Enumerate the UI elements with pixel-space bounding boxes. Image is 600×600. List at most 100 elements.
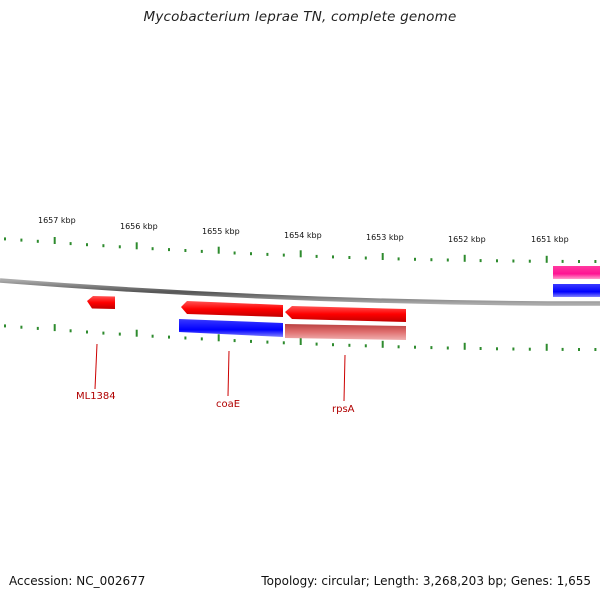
bottom-major-tick bbox=[381, 340, 384, 348]
tick-label-1654: 1654 kbp bbox=[284, 231, 322, 240]
tick-labels: 1657 kbp 1656 kbp 1655 kbp 1654 kbp 1653… bbox=[38, 216, 569, 244]
top-major-tick bbox=[299, 250, 302, 258]
top-minor-tick bbox=[446, 258, 449, 262]
tick-label-1655: 1655 kbp bbox=[202, 227, 240, 236]
tick-label-1652: 1652 kbp bbox=[448, 235, 486, 244]
top-minor-tick bbox=[36, 239, 39, 243]
top-minor-tick bbox=[332, 255, 334, 259]
tick-marks-bottom bbox=[4, 324, 597, 351]
bottom-minor-tick bbox=[151, 334, 154, 338]
top-minor-tick bbox=[578, 260, 580, 263]
top-minor-tick bbox=[118, 245, 121, 249]
bottom-minor-tick bbox=[118, 332, 121, 336]
leader-coae bbox=[227, 350, 230, 397]
bottom-minor-tick bbox=[364, 344, 367, 348]
map-title: Mycobacterium leprae TN, complete genome bbox=[143, 9, 457, 25]
top-minor-tick bbox=[20, 238, 23, 242]
bottom-major-tick bbox=[135, 329, 138, 337]
top-minor-tick bbox=[414, 257, 416, 261]
bottom-minor-tick bbox=[282, 341, 285, 345]
accession-text: Accession: NC_002677 bbox=[9, 574, 146, 588]
top-minor-tick bbox=[233, 251, 236, 255]
bottom-minor-tick bbox=[397, 345, 400, 349]
bottom-minor-tick bbox=[528, 347, 531, 351]
top-minor-tick bbox=[528, 259, 531, 263]
bottom-minor-tick bbox=[4, 324, 6, 328]
bottom-major-tick bbox=[545, 343, 548, 351]
bottom-minor-tick bbox=[561, 347, 564, 351]
feature-pink-right[interactable] bbox=[553, 266, 600, 279]
gene-coae[interactable] bbox=[181, 301, 283, 317]
tick-label-1656: 1656 kbp bbox=[120, 222, 158, 231]
top-minor-tick bbox=[151, 247, 154, 251]
top-minor-tick bbox=[496, 259, 498, 263]
tick-label-1653: 1653 kbp bbox=[366, 233, 404, 242]
gene-label-coae: coaE bbox=[216, 399, 240, 410]
bottom-minor-tick bbox=[348, 343, 351, 347]
top-minor-tick bbox=[479, 259, 482, 263]
gene-ml1384[interactable] bbox=[87, 296, 115, 309]
top-minor-tick bbox=[512, 259, 515, 263]
top-major-tick bbox=[53, 237, 56, 244]
bottom-minor-tick bbox=[578, 348, 580, 351]
bottom-major-tick bbox=[53, 324, 56, 332]
bottom-minor-tick bbox=[36, 326, 39, 330]
top-minor-tick bbox=[266, 252, 269, 256]
top-minor-tick bbox=[397, 257, 400, 261]
top-major-tick bbox=[217, 246, 220, 254]
bottom-minor-tick bbox=[69, 329, 72, 333]
top-major-tick bbox=[463, 254, 466, 262]
bottom-minor-tick bbox=[102, 331, 105, 335]
leader-rpsa bbox=[343, 354, 346, 402]
top-minor-tick bbox=[86, 243, 88, 247]
tick-label-1651: 1651 kbp bbox=[531, 235, 569, 244]
bottom-minor-tick bbox=[233, 339, 236, 343]
top-major-tick bbox=[135, 242, 138, 250]
bottom-major-tick bbox=[463, 342, 466, 350]
bottom-minor-tick bbox=[496, 347, 498, 351]
bottom-minor-tick bbox=[446, 346, 449, 350]
top-minor-tick bbox=[282, 253, 285, 257]
bottom-minor-tick bbox=[266, 340, 269, 344]
top-minor-tick bbox=[102, 244, 105, 248]
tick-label-1657: 1657 kbp bbox=[38, 216, 76, 225]
genome-summary-text: Topology: circular; Length: 3,268,203 bp… bbox=[261, 574, 591, 588]
leader-ml1384 bbox=[94, 343, 98, 390]
bottom-minor-tick bbox=[414, 345, 416, 349]
bottom-major-tick bbox=[299, 338, 302, 345]
cds-coae[interactable] bbox=[179, 319, 283, 337]
top-minor-tick bbox=[168, 248, 170, 252]
top-major-tick bbox=[381, 253, 384, 260]
top-minor-tick bbox=[430, 258, 433, 262]
top-minor-tick bbox=[69, 242, 72, 246]
bottom-minor-tick bbox=[250, 339, 252, 343]
top-minor-tick bbox=[4, 237, 6, 241]
bottom-minor-tick bbox=[479, 347, 482, 350]
gene-rpsa[interactable] bbox=[285, 306, 406, 322]
top-minor-tick bbox=[348, 256, 351, 259]
genome-backbone bbox=[0, 278, 600, 306]
gene-label-rpsa: rpsA bbox=[332, 404, 355, 415]
top-minor-tick bbox=[364, 256, 367, 260]
bottom-minor-tick bbox=[20, 325, 23, 329]
tick-marks-top bbox=[4, 237, 597, 263]
bottom-major-tick bbox=[217, 334, 220, 342]
bottom-minor-tick bbox=[184, 336, 187, 340]
feature-blue-right[interactable] bbox=[553, 284, 600, 297]
bottom-minor-tick bbox=[594, 348, 597, 351]
bottom-minor-tick bbox=[332, 343, 334, 347]
top-minor-tick bbox=[594, 260, 597, 263]
top-major-tick bbox=[545, 255, 548, 263]
top-minor-tick bbox=[561, 259, 564, 263]
top-minor-tick bbox=[315, 254, 318, 258]
bottom-minor-tick bbox=[315, 342, 318, 346]
bottom-minor-tick bbox=[86, 330, 88, 334]
bottom-minor-tick bbox=[200, 337, 203, 341]
rna-rpsa[interactable] bbox=[285, 324, 406, 340]
top-minor-tick bbox=[184, 249, 187, 252]
bottom-minor-tick bbox=[430, 346, 433, 350]
bottom-minor-tick bbox=[512, 347, 515, 351]
top-minor-tick bbox=[250, 252, 252, 256]
gene-label-ml1384: ML1384 bbox=[76, 391, 116, 402]
